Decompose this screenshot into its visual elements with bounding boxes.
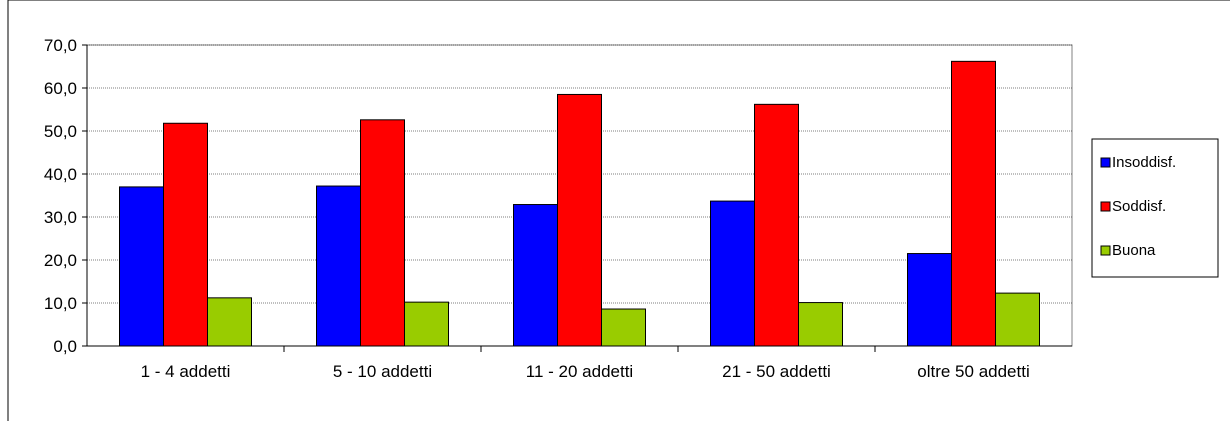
y-tick-label: 60,0 — [44, 79, 77, 98]
bar-buona — [995, 292, 1040, 347]
bar-insoddisf — [513, 204, 558, 347]
y-tick-label: 10,0 — [44, 294, 77, 313]
bar-buona — [404, 301, 449, 347]
legend-box — [1091, 138, 1219, 278]
y-tick-label: 40,0 — [44, 165, 77, 184]
bar-buona — [798, 302, 843, 347]
bar-buona — [207, 297, 252, 347]
x-category-label: oltre 50 addetti — [917, 362, 1029, 381]
x-category-label: 5 - 10 addetti — [333, 362, 432, 381]
x-category-label: 21 - 50 addetti — [722, 362, 831, 381]
y-tick-label: 20,0 — [44, 251, 77, 270]
bar-group — [119, 60, 1040, 347]
y-tick-label: 50,0 — [44, 122, 77, 141]
legend-swatch — [1100, 157, 1111, 168]
legend: Insoddisf. Soddisf. Buona — [1091, 138, 1219, 278]
bar-soddisf — [163, 122, 208, 347]
y-axis: 0,0 10,0 20,0 30,0 40,0 50,0 60,0 70,0 — [44, 36, 88, 356]
bar-insoddisf — [316, 185, 361, 347]
y-tick-label: 0,0 — [53, 337, 77, 356]
bar-insoddisf — [907, 253, 952, 347]
legend-label: Soddisf. — [1112, 198, 1166, 215]
bar-soddisf — [360, 119, 405, 347]
bar-buona — [601, 308, 646, 347]
bar-soddisf — [557, 93, 602, 347]
legend-label: Insoddisf. — [1112, 154, 1176, 171]
bar-soddisf — [951, 60, 996, 347]
x-axis: 1 - 4 addetti 5 - 10 addetti 11 - 20 addet… — [87, 345, 1072, 381]
bar-soddisf — [754, 103, 799, 347]
y-tick-label: 70,0 — [44, 36, 77, 55]
bar-insoddisf — [119, 186, 164, 347]
bar-insoddisf — [710, 200, 755, 347]
x-category-label: 11 - 20 addetti — [526, 362, 633, 381]
legend-swatch — [1100, 201, 1111, 212]
y-tick-label: 30,0 — [44, 208, 77, 227]
x-category-label: 1 - 4 addetti — [141, 362, 231, 381]
legend-swatch — [1100, 245, 1111, 256]
legend-label: Buona — [1112, 242, 1156, 259]
